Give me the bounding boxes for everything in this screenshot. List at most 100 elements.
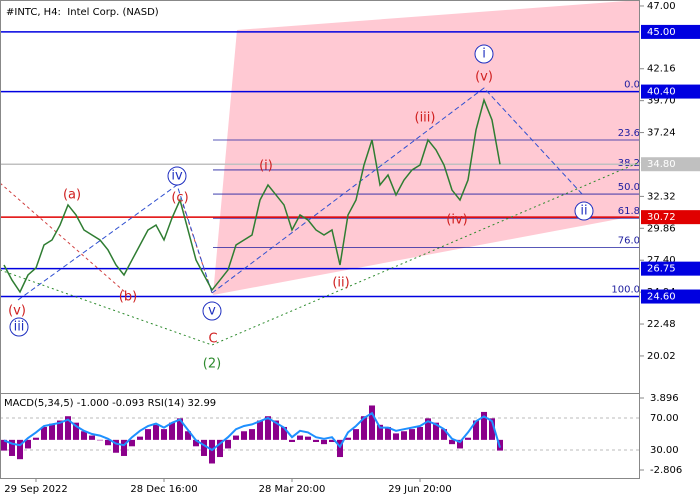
macd-bar bbox=[457, 439, 463, 449]
y-tick-label: 32.32 bbox=[647, 191, 676, 202]
macd-bar bbox=[161, 429, 167, 440]
wave-label: i bbox=[482, 47, 486, 62]
wave-label: ii bbox=[580, 204, 587, 219]
wave-label: v bbox=[208, 304, 216, 319]
macd-bar bbox=[329, 439, 335, 443]
price-box bbox=[641, 289, 700, 304]
wave-label: (ii) bbox=[332, 276, 349, 291]
macd-bar bbox=[177, 418, 183, 440]
macd-bar bbox=[417, 426, 423, 440]
macd-bar bbox=[305, 436, 311, 440]
wave-label: (c) bbox=[171, 191, 188, 206]
x-tick-label: 28 Mar 20:00 bbox=[259, 484, 326, 495]
macd-bar bbox=[297, 435, 303, 440]
wave-label: (iii) bbox=[415, 111, 436, 126]
macd-bar bbox=[65, 416, 71, 440]
wave-circle bbox=[574, 201, 594, 221]
macd-bar bbox=[321, 439, 327, 445]
dotted-guide bbox=[0, 161, 641, 346]
macd-bar bbox=[377, 424, 383, 440]
wave-label: (i) bbox=[259, 159, 273, 174]
y2-tick-label: 70.00 bbox=[650, 413, 679, 424]
macd-bar bbox=[241, 431, 247, 440]
macd-bar bbox=[465, 437, 471, 440]
y-tick-label: 29.86 bbox=[647, 223, 676, 234]
wave-label: C bbox=[208, 332, 217, 347]
price-box-label: 34.80 bbox=[647, 159, 676, 170]
price-box-label: 45.00 bbox=[647, 27, 676, 38]
x-tick-label: 29 Jun 20:00 bbox=[388, 484, 452, 495]
price-box bbox=[641, 261, 700, 276]
macd-bar bbox=[41, 426, 47, 440]
price-line bbox=[3, 97, 501, 294]
fib-label: 0.0 bbox=[624, 80, 640, 91]
fib-label: 100.0 bbox=[611, 285, 640, 296]
dashed-guide bbox=[0, 182, 126, 293]
wave-label: (2) bbox=[203, 357, 221, 372]
macd-bar bbox=[385, 426, 391, 440]
price-box-label: 40.40 bbox=[647, 87, 676, 98]
macd-bar bbox=[201, 439, 207, 456]
indicator-title: MACD(5,34,5) -1.000 -0.093 RSI(14) 32.99 bbox=[4, 398, 216, 409]
macd-bar bbox=[449, 439, 455, 445]
macd-bar bbox=[289, 439, 295, 443]
macd-bar bbox=[273, 420, 279, 440]
macd-bar bbox=[433, 422, 439, 440]
macd-bar bbox=[153, 424, 159, 440]
macd-bar bbox=[281, 426, 287, 440]
price-box bbox=[641, 24, 700, 39]
price-box bbox=[641, 84, 700, 99]
fib-label: 76.0 bbox=[618, 235, 640, 246]
macd-bar bbox=[265, 416, 271, 440]
macd-bar bbox=[105, 439, 111, 446]
levels: 0.0 23.6 38.2 50.0 61.8 76.0 100.0 bbox=[0, 31, 640, 298]
wave-circle bbox=[167, 166, 187, 186]
macd-bar bbox=[97, 439, 103, 441]
macd-bar bbox=[209, 439, 215, 464]
y-tick-label: 3.896 bbox=[650, 393, 679, 404]
macd-bar bbox=[185, 431, 191, 440]
y-tick-label: 42.16 bbox=[647, 64, 676, 75]
y-tick-label: 37.24 bbox=[647, 128, 676, 139]
macd-bar bbox=[361, 416, 367, 440]
macd-bar bbox=[345, 437, 351, 440]
rsi-line bbox=[3, 411, 501, 452]
macd-bar bbox=[17, 439, 23, 460]
macd-bar bbox=[425, 418, 431, 440]
macd-bar bbox=[441, 429, 447, 440]
macd-bar bbox=[233, 435, 239, 440]
y-tick-label: 22.48 bbox=[647, 319, 676, 330]
y-tick-label: 39.70 bbox=[647, 96, 676, 107]
wave-circle bbox=[202, 301, 222, 321]
wave-circle bbox=[9, 317, 29, 337]
plot-frame bbox=[0, 0, 640, 479]
y-tick-label: -2.806 bbox=[650, 465, 682, 476]
macd-bar bbox=[89, 435, 95, 440]
y-tick-label: 47.00 bbox=[647, 1, 676, 12]
macd-bar bbox=[473, 420, 479, 440]
wave-circle bbox=[474, 44, 494, 64]
wave-label: (v) bbox=[475, 70, 493, 85]
axes: 47.0042.1639.7037.2432.3229.8627.4024.94… bbox=[4, 1, 700, 495]
macd-bar bbox=[9, 439, 15, 456]
fib-label: 23.6 bbox=[618, 128, 640, 139]
x-tick-label: 28 Dec 16:00 bbox=[130, 484, 197, 495]
wave-label: (v) bbox=[8, 304, 26, 319]
macd-bar bbox=[393, 433, 399, 440]
macd-bar bbox=[73, 422, 79, 440]
macd-bar bbox=[33, 437, 39, 440]
macd-bar bbox=[193, 439, 199, 447]
macd-bar bbox=[1, 439, 7, 451]
macd-bar bbox=[81, 431, 87, 440]
price-box-label: 24.60 bbox=[647, 292, 676, 303]
macd-bar bbox=[137, 436, 143, 440]
wave-label: iv bbox=[171, 169, 183, 184]
price-box bbox=[641, 157, 700, 172]
macd-bar bbox=[401, 431, 407, 440]
price-box bbox=[641, 210, 700, 225]
price-box-label: 30.72 bbox=[647, 212, 676, 223]
macd-bar bbox=[353, 429, 359, 440]
price-plot bbox=[0, 97, 640, 464]
macd-bar bbox=[249, 429, 255, 440]
